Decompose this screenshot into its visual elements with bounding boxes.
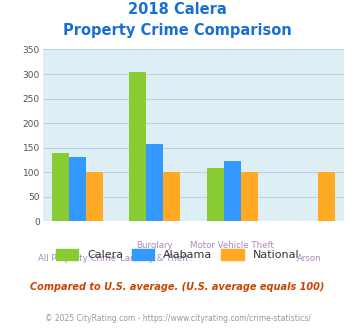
Text: Larceny & Theft: Larceny & Theft	[120, 254, 189, 263]
Bar	[69, 157, 86, 221]
Text: Arson: Arson	[297, 254, 322, 263]
Bar	[146, 144, 163, 221]
Bar	[163, 172, 180, 221]
Text: © 2025 CityRating.com - https://www.cityrating.com/crime-statistics/: © 2025 CityRating.com - https://www.city…	[45, 314, 310, 323]
Text: Burglary: Burglary	[136, 241, 173, 249]
Legend: Calera, Alabama, National: Calera, Alabama, National	[51, 245, 304, 265]
Bar	[129, 72, 146, 221]
Bar	[224, 161, 241, 221]
Text: Compared to U.S. average. (U.S. average equals 100): Compared to U.S. average. (U.S. average …	[30, 282, 325, 292]
Bar	[86, 172, 103, 221]
Text: All Property Crime: All Property Crime	[38, 254, 116, 263]
Bar	[207, 168, 224, 221]
Text: 2018 Calera: 2018 Calera	[128, 2, 227, 16]
Text: Motor Vehicle Theft: Motor Vehicle Theft	[190, 241, 274, 249]
Bar	[241, 172, 258, 221]
Bar	[52, 153, 69, 221]
Bar	[318, 172, 335, 221]
Text: Property Crime Comparison: Property Crime Comparison	[63, 23, 292, 38]
